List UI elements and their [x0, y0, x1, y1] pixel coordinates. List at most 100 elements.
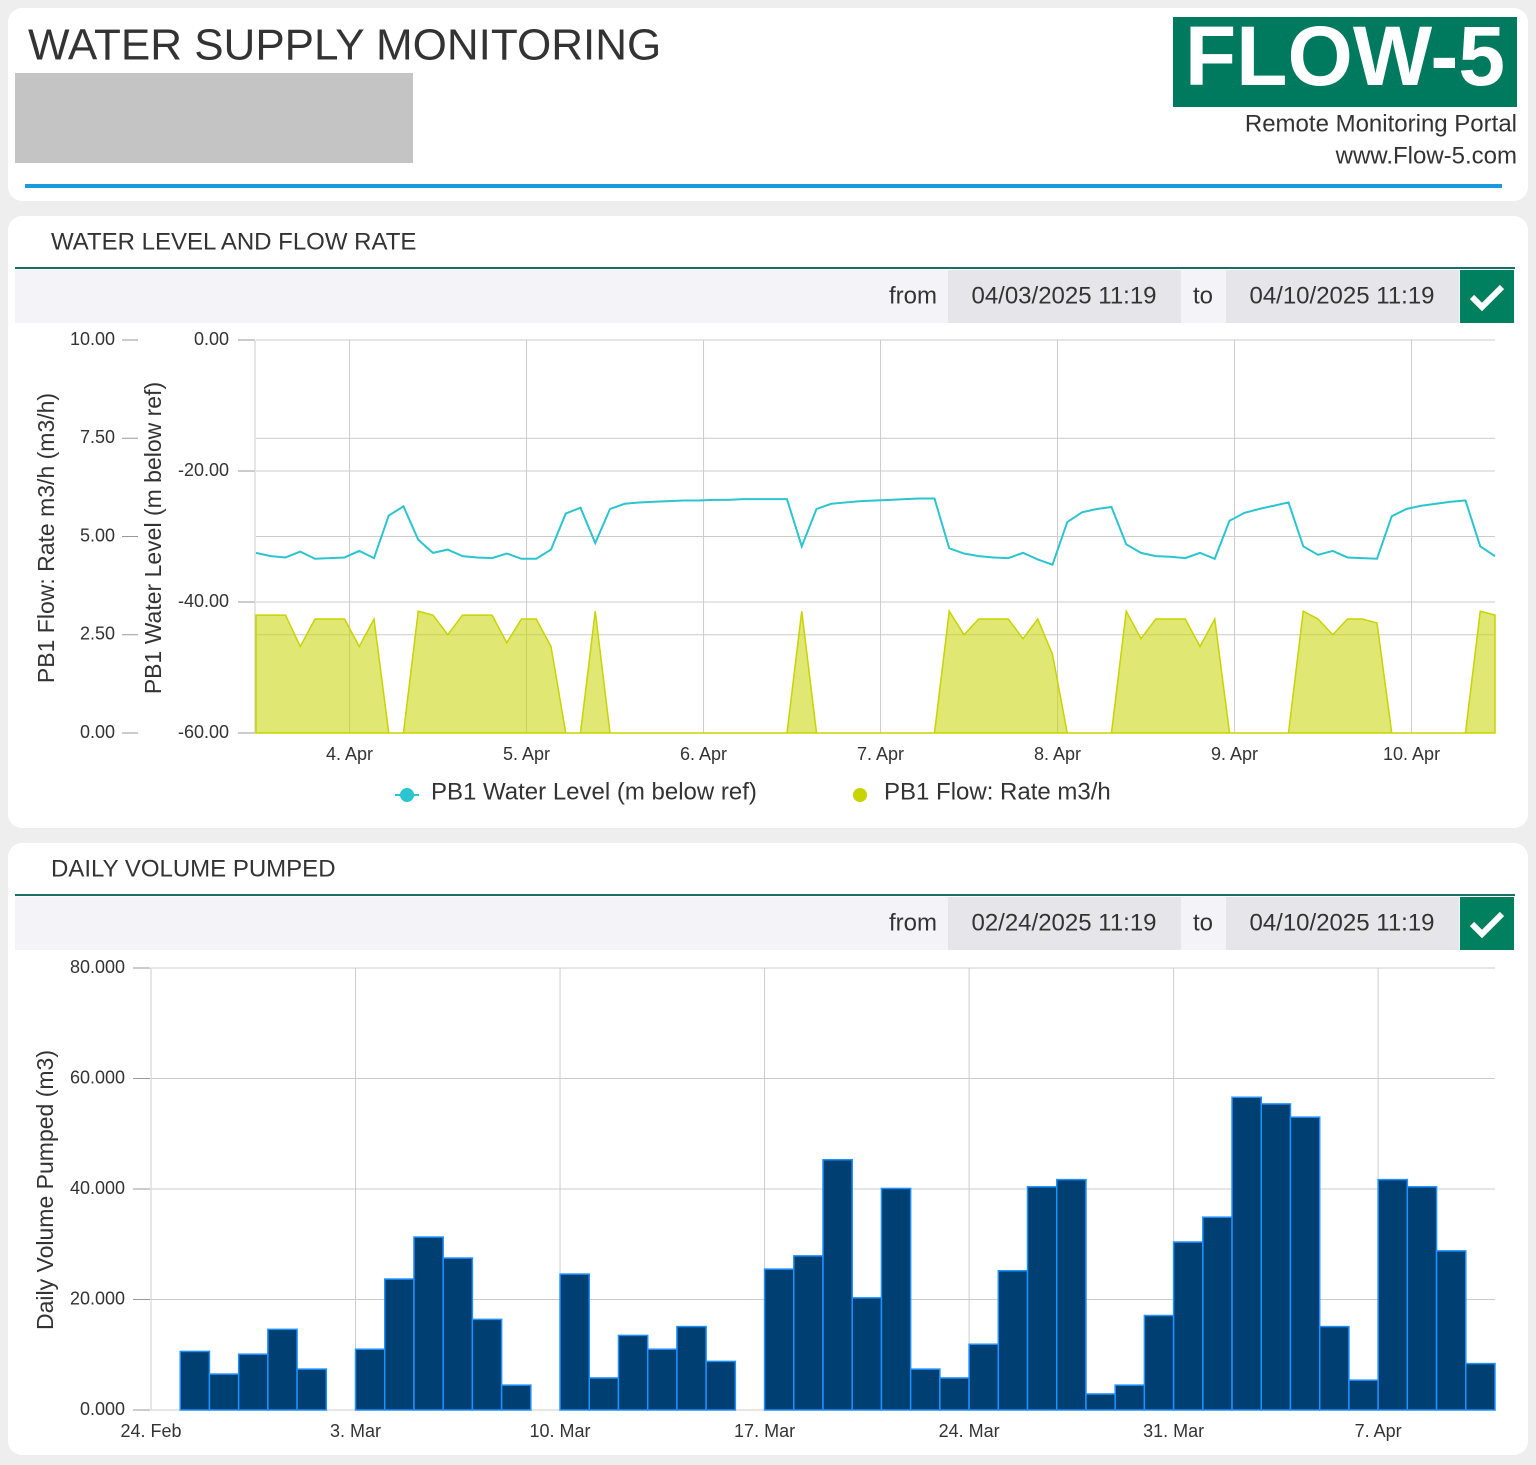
bar: [763, 1268, 795, 1411]
y-tick-label: 40.000: [70, 1178, 125, 1198]
panel-title: WATER LEVEL AND FLOW RATE: [51, 228, 416, 255]
legend-marker: [400, 788, 414, 802]
bar: [1172, 1241, 1204, 1411]
check-icon[interactable]: [1469, 284, 1505, 312]
date-from[interactable]: 02/24/2025 11:19: [971, 909, 1156, 936]
x-tick-label: 31. Mar: [1143, 1421, 1204, 1441]
legend-label: PB1 Water Level (m below ref): [431, 778, 757, 805]
bar: [909, 1368, 941, 1411]
bar: [296, 1368, 328, 1411]
bar: [442, 1257, 474, 1411]
logo: FLOW-5: [1185, 9, 1505, 103]
bar: [413, 1236, 444, 1411]
legend-label: PB1 Flow: Rate m3/h: [884, 778, 1111, 805]
bar: [1318, 1325, 1350, 1411]
bar: [1055, 1178, 1087, 1411]
date-field[interactable]: [1226, 897, 1459, 950]
filter-label: to: [1193, 909, 1213, 936]
date-field[interactable]: [1226, 270, 1459, 323]
y-tick-label: 20.000: [70, 1288, 125, 1308]
y2-tick-label: -20.00: [178, 460, 229, 480]
y-tick-label: 5.00: [80, 525, 115, 545]
x-tick-label: 7. Apr: [1355, 1421, 1402, 1441]
y2-tick-label: 0.00: [194, 329, 229, 349]
level-line: [255, 497, 1496, 566]
apply-button[interactable]: [1460, 897, 1514, 950]
bar: [676, 1325, 707, 1411]
bar: [354, 1348, 386, 1411]
y2-axis-title: PB1 Water Level (m below ref): [140, 382, 166, 694]
bar: [208, 1373, 240, 1411]
bar: [1348, 1379, 1379, 1411]
bar: [1114, 1384, 1146, 1411]
legend-marker: [853, 788, 867, 802]
x-tick-label: 8. Apr: [1034, 744, 1081, 764]
filter-label: from: [889, 282, 937, 309]
bar: [588, 1377, 620, 1411]
redacted-box: [15, 73, 413, 163]
date-to[interactable]: 04/10/2025 11:19: [1249, 282, 1434, 309]
bar: [1465, 1362, 1496, 1411]
bar: [793, 1255, 824, 1411]
bar: [1085, 1393, 1116, 1411]
page-title: WATER SUPPLY MONITORING: [28, 21, 661, 70]
bar: [1143, 1314, 1175, 1411]
bar: [1406, 1186, 1438, 1411]
bar: [1026, 1186, 1058, 1411]
check-icon[interactable]: [1469, 911, 1505, 939]
y-tick-label: 10.00: [70, 329, 115, 349]
bar: [1377, 1178, 1409, 1411]
x-tick-label: 6. Apr: [680, 744, 727, 764]
bar: [237, 1353, 269, 1411]
y-tick-label: 7.50: [80, 427, 115, 447]
bar: [705, 1360, 737, 1411]
y-tick-label: 0.00: [80, 722, 115, 742]
y-tick-label: 60.000: [70, 1067, 125, 1087]
filter-label: to: [1193, 282, 1213, 309]
bar: [1260, 1103, 1292, 1411]
filter-label: from: [889, 909, 937, 936]
bar: [822, 1158, 853, 1411]
date-field[interactable]: [948, 897, 1181, 950]
bar: [1289, 1116, 1321, 1411]
bar: [559, 1273, 591, 1411]
bar: [471, 1318, 503, 1411]
x-tick-label: 24. Feb: [120, 1421, 181, 1441]
y-axis-title: Daily Volume Pumped (m3): [32, 1050, 58, 1330]
bar: [500, 1384, 532, 1411]
x-tick-label: 3. Mar: [330, 1421, 381, 1441]
subtitle: Remote Monitoring Portal: [1245, 110, 1517, 137]
x-tick-label: 10. Apr: [1383, 744, 1440, 764]
bar: [617, 1334, 649, 1411]
panel-title: DAILY VOLUME PUMPED: [51, 855, 336, 882]
y-tick-label: 80.000: [70, 957, 125, 977]
y-tick-label: 2.50: [80, 624, 115, 644]
date-to[interactable]: 04/10/2025 11:19: [1249, 909, 1434, 936]
y-tick-label: 0.000: [80, 1399, 125, 1419]
bar: [939, 1377, 970, 1411]
bar: [179, 1350, 211, 1411]
bar: [968, 1343, 1000, 1411]
x-tick-label: 5. Apr: [503, 744, 550, 764]
y-axis-title: PB1 Flow: Rate m3/h (m3/h): [33, 393, 59, 683]
x-tick-label: 10. Mar: [530, 1421, 591, 1441]
x-tick-label: 9. Apr: [1211, 744, 1258, 764]
x-tick-label: 4. Apr: [326, 744, 373, 764]
bar: [851, 1297, 883, 1411]
x-tick-label: 17. Mar: [734, 1421, 795, 1441]
flow-area: [255, 608, 1496, 734]
y2-tick-label: -40.00: [178, 591, 229, 611]
y2-tick-label: -60.00: [178, 722, 229, 742]
bar: [267, 1328, 298, 1411]
x-tick-label: 7. Apr: [857, 744, 904, 764]
bar: [646, 1348, 678, 1411]
date-from[interactable]: 04/03/2025 11:19: [971, 282, 1156, 309]
bar: [997, 1270, 1029, 1411]
date-field[interactable]: [948, 270, 1181, 323]
apply-button[interactable]: [1460, 270, 1514, 323]
bar: [1231, 1096, 1263, 1411]
logo-box: [1173, 17, 1517, 107]
bar: [1202, 1216, 1233, 1411]
